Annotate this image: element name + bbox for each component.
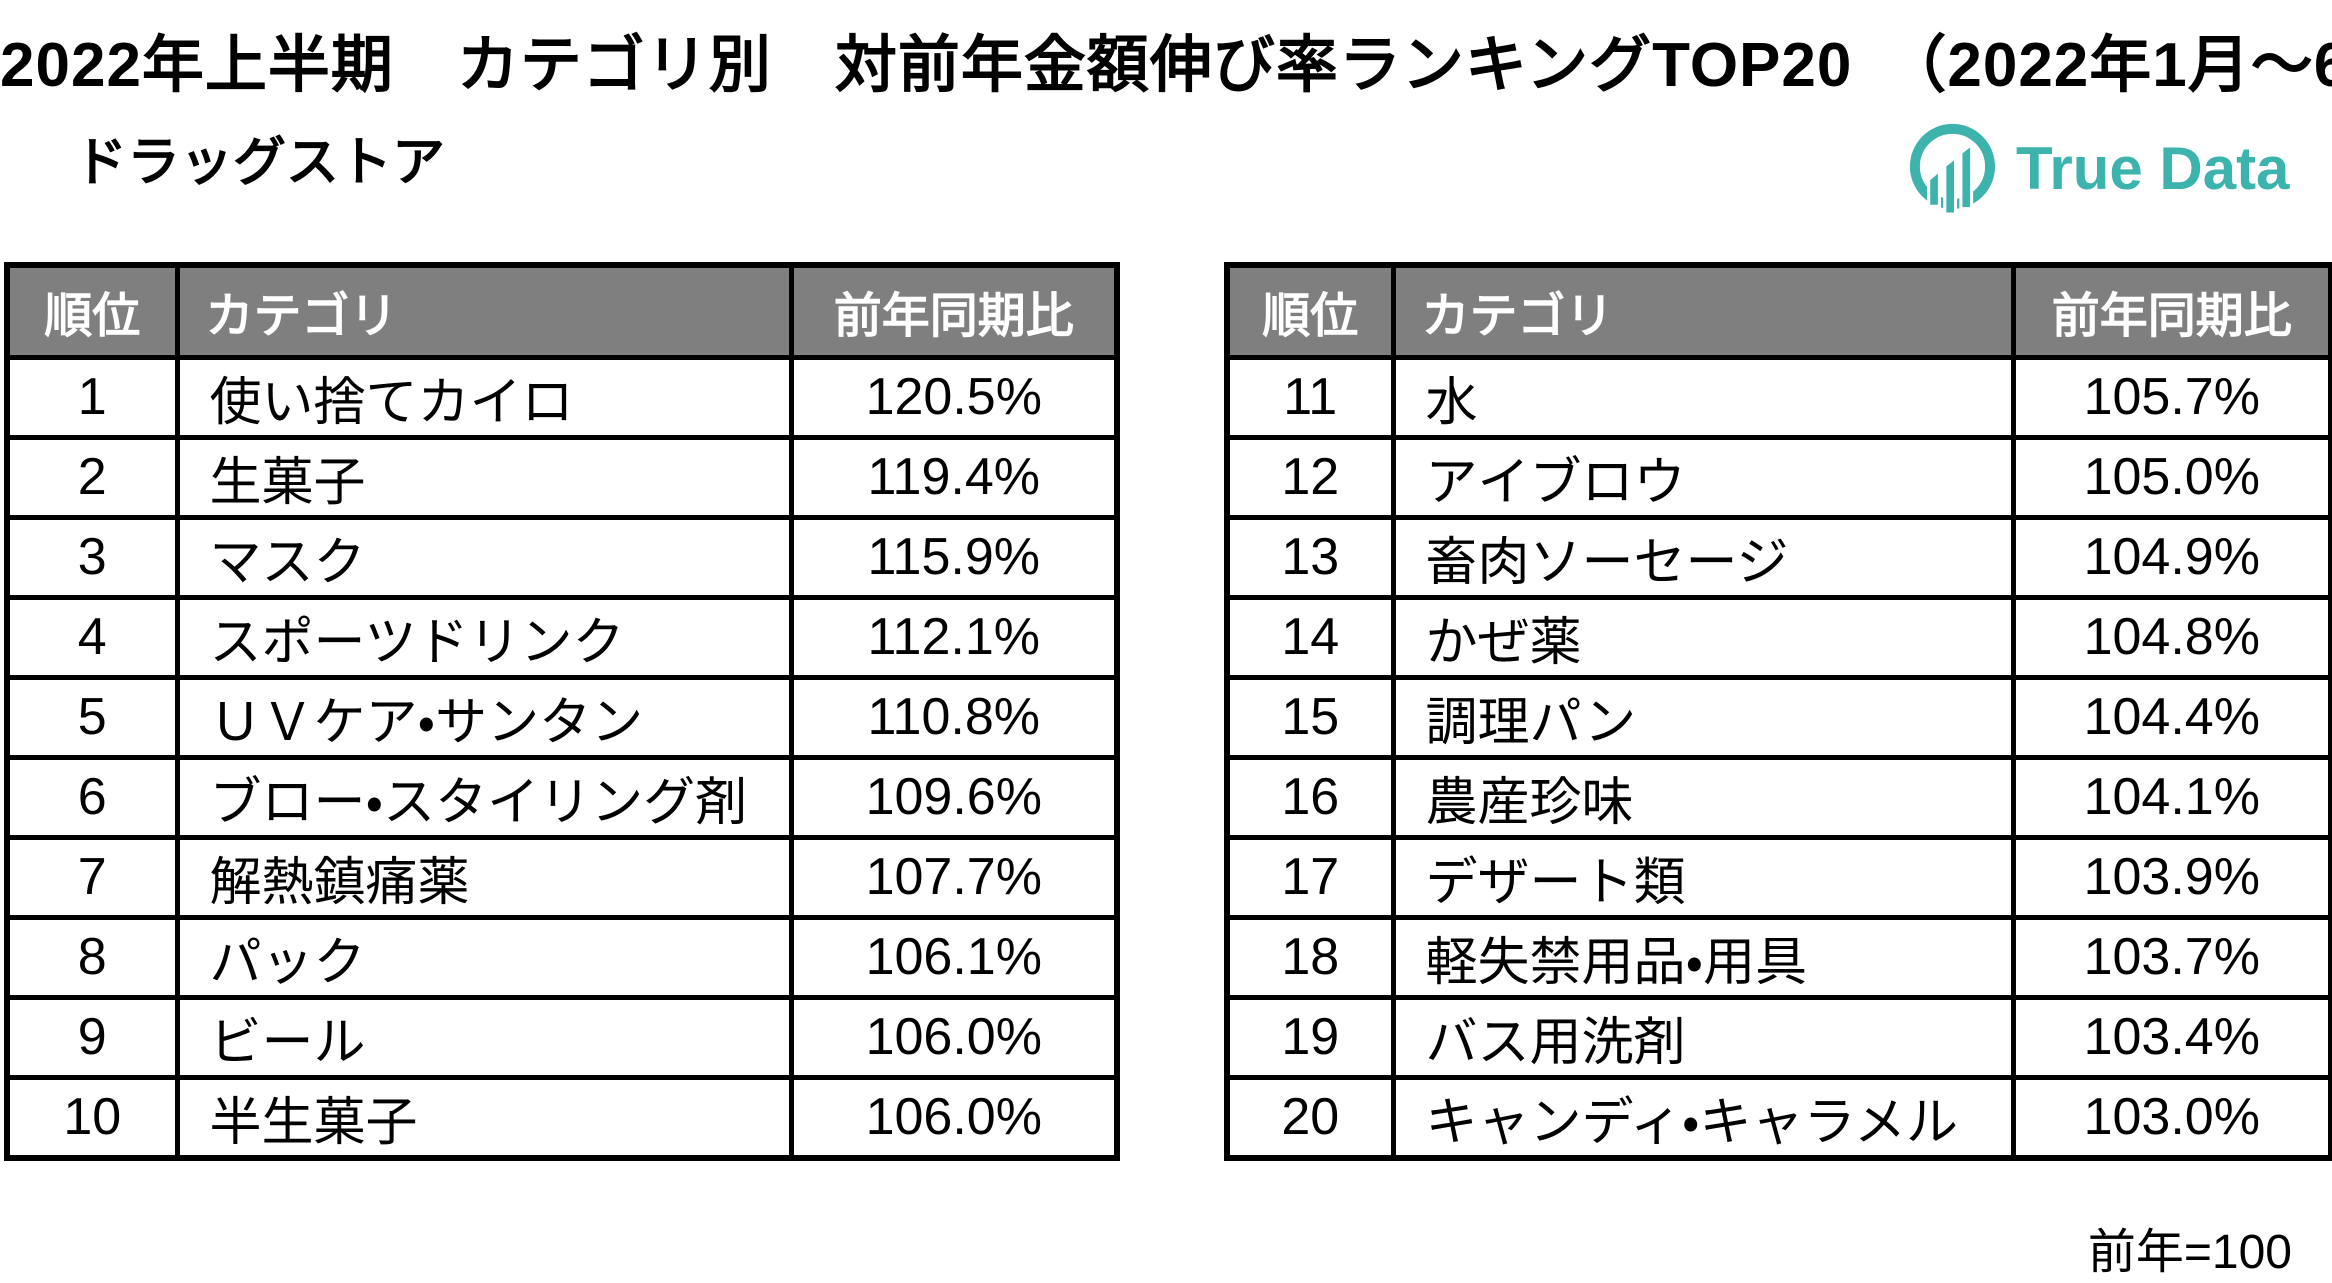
value-cell: 104.1%	[2010, 754, 2332, 840]
value-cell: 103.0%	[2010, 1074, 2332, 1160]
table-row: 18 軽失禁用品・用具 103.7%	[1224, 914, 2332, 1000]
category-cell: キャンディ・キャラメル	[1390, 1074, 2016, 1160]
rank-cell: 9	[4, 994, 180, 1080]
category-cell: マスク	[174, 514, 794, 600]
category-cell: 調理パン	[1390, 674, 2016, 760]
value-cell: 110.8%	[788, 674, 1120, 760]
category-cell: 農産珍味	[1390, 754, 2016, 840]
page-title: 2022年上半期 カテゴリ別 対前年金額伸び率ランキングTOP20 （2022年…	[0, 31, 2332, 100]
rank-cell: 20	[1224, 1074, 1396, 1160]
rank-cell: 5	[4, 674, 180, 760]
value-cell: 104.4%	[2010, 674, 2332, 760]
rank-cell: 1	[4, 354, 180, 440]
category-cell: 使い捨てカイロ	[174, 354, 794, 440]
table-row: 3 マスク 115.9%	[4, 514, 1120, 600]
baseline-footnote: 前年=100	[2087, 1226, 2292, 1279]
value-cell: 109.6%	[788, 754, 1120, 840]
category-cell: アイブロウ	[1390, 434, 2016, 520]
category-cell: デザート類	[1390, 834, 2016, 920]
rank-cell: 4	[4, 594, 180, 680]
rank-cell: 14	[1224, 594, 1396, 680]
category-cell: 水	[1390, 354, 2016, 440]
table-row: 7 解熱鎮痛薬 107.7%	[4, 834, 1120, 920]
value-cell: 103.4%	[2010, 994, 2332, 1080]
value-cell: 120.5%	[788, 354, 1120, 440]
table-row: 12 アイブロウ 105.0%	[1224, 434, 2332, 520]
value-cell: 105.0%	[2010, 434, 2332, 520]
value-cell: 103.7%	[2010, 914, 2332, 1000]
category-cell: ブロー・スタイリング剤	[174, 754, 794, 840]
rank-cell: 16	[1224, 754, 1396, 840]
rank-cell: 13	[1224, 514, 1396, 600]
rank-cell: 15	[1224, 674, 1396, 760]
category-cell: 解熱鎮痛薬	[174, 834, 794, 920]
table-row: 15 調理パン 104.4%	[1224, 674, 2332, 760]
rank-cell: 19	[1224, 994, 1396, 1080]
table-row: 19 バス用洗剤 103.4%	[1224, 994, 2332, 1080]
table-row: 10 半生菓子 106.0%	[4, 1074, 1120, 1160]
value-cell: 106.1%	[788, 914, 1120, 1000]
table-row: 1 使い捨てカイロ 120.5%	[4, 354, 1120, 440]
table-row: 6 ブロー・スタイリング剤 109.6%	[4, 754, 1120, 840]
header-row: 順位 カテゴリ 前年同期比	[4, 262, 1120, 360]
channel-label: ドラッグストア	[74, 133, 445, 192]
rank-cell: 8	[4, 914, 180, 1000]
rank-cell: 12	[1224, 434, 1396, 520]
value-cell: 103.9%	[2010, 834, 2332, 920]
table-row: 14 かぜ薬 104.8%	[1224, 594, 2332, 680]
ranking-table-left: 順位 カテゴリ 前年同期比 1 使い捨てカイロ 120.5% 2 生菓子 119…	[4, 262, 1120, 1161]
category-cell: パック	[174, 914, 794, 1000]
table-row: 9 ビール 106.0%	[4, 994, 1120, 1080]
category-cell: ビール	[174, 994, 794, 1080]
category-cell: かぜ薬	[1390, 594, 2016, 680]
value-column-header: 前年同期比	[2010, 262, 2332, 360]
rank-cell: 2	[4, 434, 180, 520]
brand-logo-text: True Data	[2016, 134, 2290, 202]
value-cell: 115.9%	[788, 514, 1120, 600]
value-cell: 119.4%	[788, 434, 1120, 520]
value-cell: 112.1%	[788, 594, 1120, 680]
rank-cell: 10	[4, 1074, 180, 1160]
table-row: 20 キャンディ・キャラメル 103.0%	[1224, 1074, 2332, 1160]
table-row: 8 パック 106.1%	[4, 914, 1120, 1000]
rank-cell: 17	[1224, 834, 1396, 920]
value-cell: 106.0%	[788, 1074, 1120, 1160]
rank-cell: 6	[4, 754, 180, 840]
category-cell: 軽失禁用品・用具	[1390, 914, 2016, 1000]
value-cell: 107.7%	[788, 834, 1120, 920]
value-cell: 104.8%	[2010, 594, 2332, 680]
value-cell: 106.0%	[788, 994, 1120, 1080]
rank-cell: 18	[1224, 914, 1396, 1000]
table-row: 16 農産珍味 104.1%	[1224, 754, 2332, 840]
table-row: 17 デザート類 103.9%	[1224, 834, 2332, 920]
value-cell: 105.7%	[2010, 354, 2332, 440]
rank-column-header: 順位	[1224, 262, 1396, 360]
table-row: 4 スポーツドリンク 112.1%	[4, 594, 1120, 680]
rank-column-header: 順位	[4, 262, 180, 360]
value-column-header: 前年同期比	[788, 262, 1120, 360]
table-row: 5 ＵＶケア・サンタン 110.8%	[4, 674, 1120, 760]
category-cell: スポーツドリンク	[174, 594, 794, 680]
category-cell: 半生菓子	[174, 1074, 794, 1160]
table-row: 11 水 105.7%	[1224, 354, 2332, 440]
rank-cell: 3	[4, 514, 180, 600]
category-cell: 畜肉ソーセージ	[1390, 514, 2016, 600]
ranking-table-right: 順位 カテゴリ 前年同期比 11 水 105.7% 12 アイブロウ 105.0…	[1224, 262, 2332, 1161]
rank-cell: 11	[1224, 354, 1396, 440]
category-column-header: カテゴリ	[1390, 262, 2016, 360]
category-cell: ＵＶケア・サンタン	[174, 674, 794, 760]
table-row: 13 畜肉ソーセージ 104.9%	[1224, 514, 2332, 600]
category-cell: バス用洗剤	[1390, 994, 2016, 1080]
category-cell: 生菓子	[174, 434, 794, 520]
category-column-header: カテゴリ	[174, 262, 794, 360]
header-row: 順位 カテゴリ 前年同期比	[1224, 262, 2332, 360]
brand-logo: True Data	[1908, 122, 2289, 214]
rank-cell: 7	[4, 834, 180, 920]
truedata-logo-icon	[1909, 123, 1996, 214]
value-cell: 104.9%	[2010, 514, 2332, 600]
table-row: 2 生菓子 119.4%	[4, 434, 1120, 520]
